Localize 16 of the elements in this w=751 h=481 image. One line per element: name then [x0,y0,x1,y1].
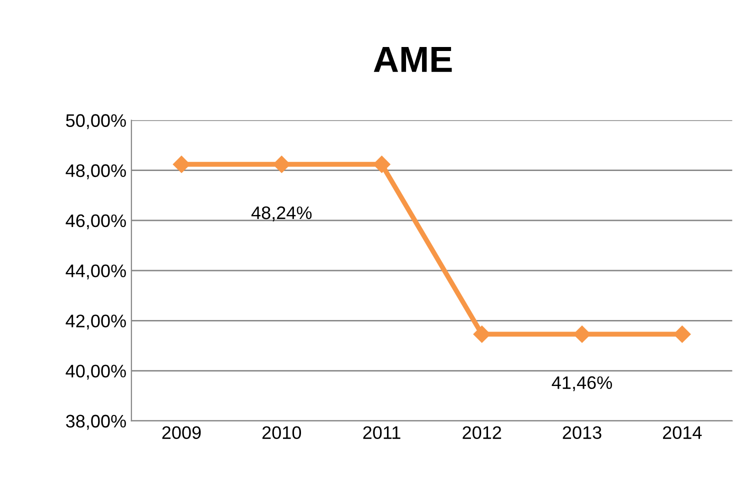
x-tick-label: 2014 [662,426,702,439]
y-tick-label: 50,00% [66,114,126,130]
x-tick-label: 2013 [562,426,602,439]
y-tick-label: 46,00% [66,214,126,230]
x-tick-label: 2009 [162,426,201,439]
x-tick-label: 2012 [462,426,502,439]
y-tick-label: 44,00% [66,264,126,280]
x-tick-label: 2011 [363,426,400,439]
y-tick-label: 48,00% [66,164,126,180]
x-tick-label: 2010 [262,426,302,439]
data-label: 41,46% [552,376,612,392]
chart-title: AME [374,47,452,72]
data-label: 48,24% [251,206,312,222]
y-tick-label: 38,00% [66,414,126,430]
y-tick-label: 40,00% [66,364,126,380]
y-tick-label: 42,00% [66,314,126,330]
